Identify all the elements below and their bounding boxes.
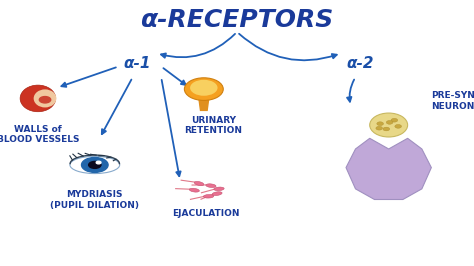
Ellipse shape xyxy=(184,78,223,101)
Circle shape xyxy=(39,97,51,103)
Ellipse shape xyxy=(203,194,214,198)
Ellipse shape xyxy=(206,184,216,188)
Circle shape xyxy=(391,118,398,122)
Text: PRE-SYNAPTIC
NEURON: PRE-SYNAPTIC NEURON xyxy=(431,92,474,111)
Ellipse shape xyxy=(370,113,408,137)
Circle shape xyxy=(82,157,108,172)
Ellipse shape xyxy=(70,156,119,174)
Polygon shape xyxy=(199,100,209,110)
Circle shape xyxy=(376,126,383,130)
Circle shape xyxy=(395,124,401,128)
Ellipse shape xyxy=(34,89,56,107)
Text: α-2: α-2 xyxy=(346,56,374,71)
Circle shape xyxy=(383,127,390,131)
Ellipse shape xyxy=(194,181,204,186)
Circle shape xyxy=(386,120,393,124)
Text: MYDRIASIS
(PUPIL DILATION): MYDRIASIS (PUPIL DILATION) xyxy=(50,190,139,210)
Text: WALLS of
BLOOD VESSELS: WALLS of BLOOD VESSELS xyxy=(0,125,79,144)
Text: URINARY
RETENTION: URINARY RETENTION xyxy=(184,116,242,135)
Text: α-1: α-1 xyxy=(124,56,151,71)
Ellipse shape xyxy=(212,192,222,196)
Polygon shape xyxy=(346,138,431,200)
Ellipse shape xyxy=(189,188,200,192)
Circle shape xyxy=(89,161,101,168)
Ellipse shape xyxy=(214,187,224,191)
Circle shape xyxy=(377,122,383,126)
Circle shape xyxy=(96,161,101,164)
Text: EJACULATION: EJACULATION xyxy=(173,209,240,218)
Text: α-RECEPTORS: α-RECEPTORS xyxy=(140,8,334,32)
Ellipse shape xyxy=(190,80,218,96)
Ellipse shape xyxy=(20,85,56,112)
